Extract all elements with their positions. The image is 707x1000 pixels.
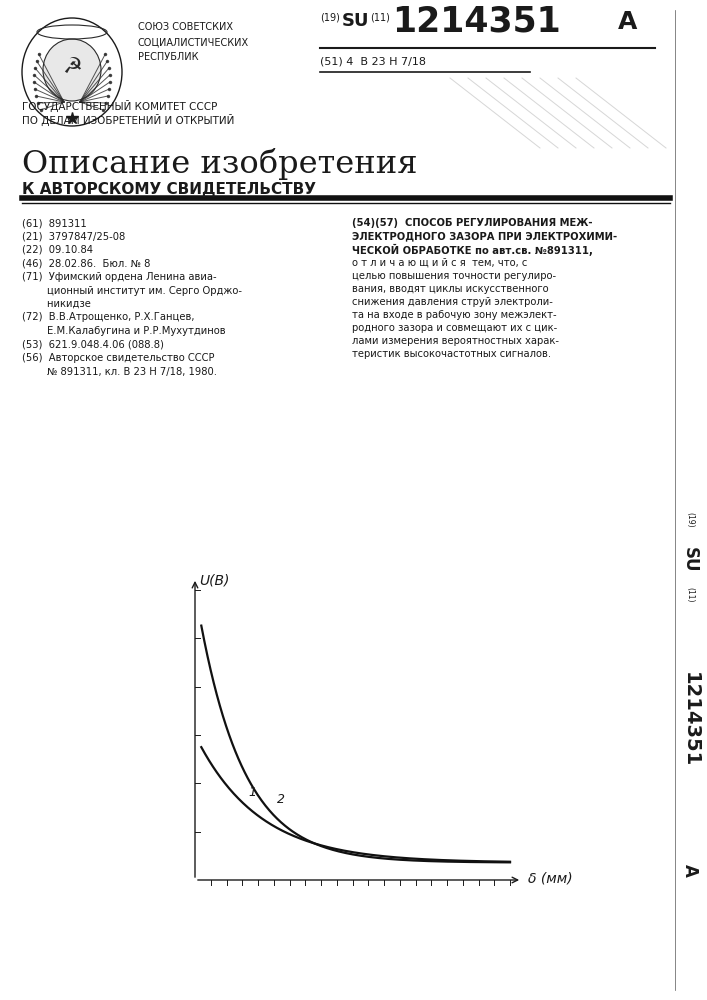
Text: никидзе: никидзе — [22, 299, 91, 309]
Text: δ (мм): δ (мм) — [528, 871, 573, 885]
Text: о т л и ч а ю щ и й с я  тем, что, с: о т л и ч а ю щ и й с я тем, что, с — [352, 258, 527, 268]
Text: ГОСУДАРСТВЕННЫЙ КОМИТЕТ СССР: ГОСУДАРСТВЕННЫЙ КОМИТЕТ СССР — [22, 100, 217, 112]
Text: снижения давления струй электроли-: снижения давления струй электроли- — [352, 297, 553, 307]
Text: 1: 1 — [249, 786, 257, 799]
Text: ционный институт им. Серго Орджо-: ционный институт им. Серго Орджо- — [22, 286, 242, 296]
Text: SU: SU — [681, 547, 699, 573]
Text: 2: 2 — [277, 793, 286, 806]
Text: A: A — [681, 864, 699, 876]
Text: та на входе в рабочую зону межэлект-: та на входе в рабочую зону межэлект- — [352, 310, 556, 320]
Text: ЧЕСКОЙ ОБРАБОТКЕ по авт.св. №891311,: ЧЕСКОЙ ОБРАБОТКЕ по авт.св. №891311, — [352, 244, 593, 256]
Text: № 891311, кл. В 23 Н 7/18, 1980.: № 891311, кл. В 23 Н 7/18, 1980. — [22, 366, 217, 376]
Text: родного зазора и совмещают их с цик-: родного зазора и совмещают их с цик- — [352, 323, 557, 333]
Text: A: A — [618, 10, 638, 34]
Ellipse shape — [43, 39, 101, 101]
Text: (54)(57)  СПОСОБ РЕГУЛИРОВАНИЯ МЕЖ-: (54)(57) СПОСОБ РЕГУЛИРОВАНИЯ МЕЖ- — [352, 218, 592, 228]
Text: СОЮЗ СОВЕТСКИХ: СОЮЗ СОВЕТСКИХ — [138, 22, 233, 32]
Text: целью повышения точности регулиро-: целью повышения точности регулиро- — [352, 271, 556, 281]
Text: теристик высокочастотных сигналов.: теристик высокочастотных сигналов. — [352, 349, 551, 359]
Text: U(B): U(B) — [199, 574, 229, 588]
Text: (53)  621.9.048.4.06 (088.8): (53) 621.9.048.4.06 (088.8) — [22, 340, 164, 350]
Text: 1214351: 1214351 — [392, 5, 561, 39]
Text: (19): (19) — [320, 12, 340, 22]
Text: (56)  Авторское свидетельство СССР: (56) Авторское свидетельство СССР — [22, 353, 214, 363]
Text: (21)  3797847/25-08: (21) 3797847/25-08 — [22, 232, 125, 241]
Text: (11): (11) — [686, 587, 694, 603]
Text: ПО ДЕЛАМ ИЗОБРЕТЕНИЙ И ОТКРЫТИЙ: ПО ДЕЛАМ ИЗОБРЕТЕНИЙ И ОТКРЫТИЙ — [22, 114, 235, 126]
Text: (61)  891311: (61) 891311 — [22, 218, 87, 228]
Text: (51) 4  В 23 Н 7/18: (51) 4 В 23 Н 7/18 — [320, 57, 426, 67]
Text: (19): (19) — [686, 512, 694, 528]
Text: (46)  28.02.86.  Бюл. № 8: (46) 28.02.86. Бюл. № 8 — [22, 258, 151, 268]
Text: (22)  09.10.84: (22) 09.10.84 — [22, 245, 93, 255]
Text: (71)  Уфимский ордена Ленина авиа-: (71) Уфимский ордена Ленина авиа- — [22, 272, 216, 282]
Text: вания, вводят циклы искусственного: вания, вводят циклы искусственного — [352, 284, 549, 294]
Text: СОЦИАЛИСТИЧЕСКИХ: СОЦИАЛИСТИЧЕСКИХ — [138, 37, 249, 47]
Text: ЭЛЕКТРОДНОГО ЗАЗОРА ПРИ ЭЛЕКТРОХИМИ-: ЭЛЕКТРОДНОГО ЗАЗОРА ПРИ ЭЛЕКТРОХИМИ- — [352, 231, 617, 241]
Text: (72)  В.В.Атрощенко, Р.Х.Ганцев,: (72) В.В.Атрощенко, Р.Х.Ганцев, — [22, 312, 194, 322]
Text: SU: SU — [342, 12, 370, 30]
Text: Е.М.Калабугина и Р.Р.Мухутдинов: Е.М.Калабугина и Р.Р.Мухутдинов — [22, 326, 226, 336]
Text: (11): (11) — [370, 12, 390, 22]
Text: РЕСПУБЛИК: РЕСПУБЛИК — [138, 52, 199, 62]
Text: К АВТОРСКОМУ СВИДЕТЕЛЬСТВУ: К АВТОРСКОМУ СВИДЕТЕЛЬСТВУ — [22, 182, 316, 197]
Text: Описание изобретения: Описание изобретения — [22, 148, 418, 180]
Text: лами измерения вероятностных харак-: лами измерения вероятностных харак- — [352, 336, 559, 346]
Text: 1214351: 1214351 — [681, 672, 699, 768]
Text: ☭: ☭ — [62, 57, 82, 77]
